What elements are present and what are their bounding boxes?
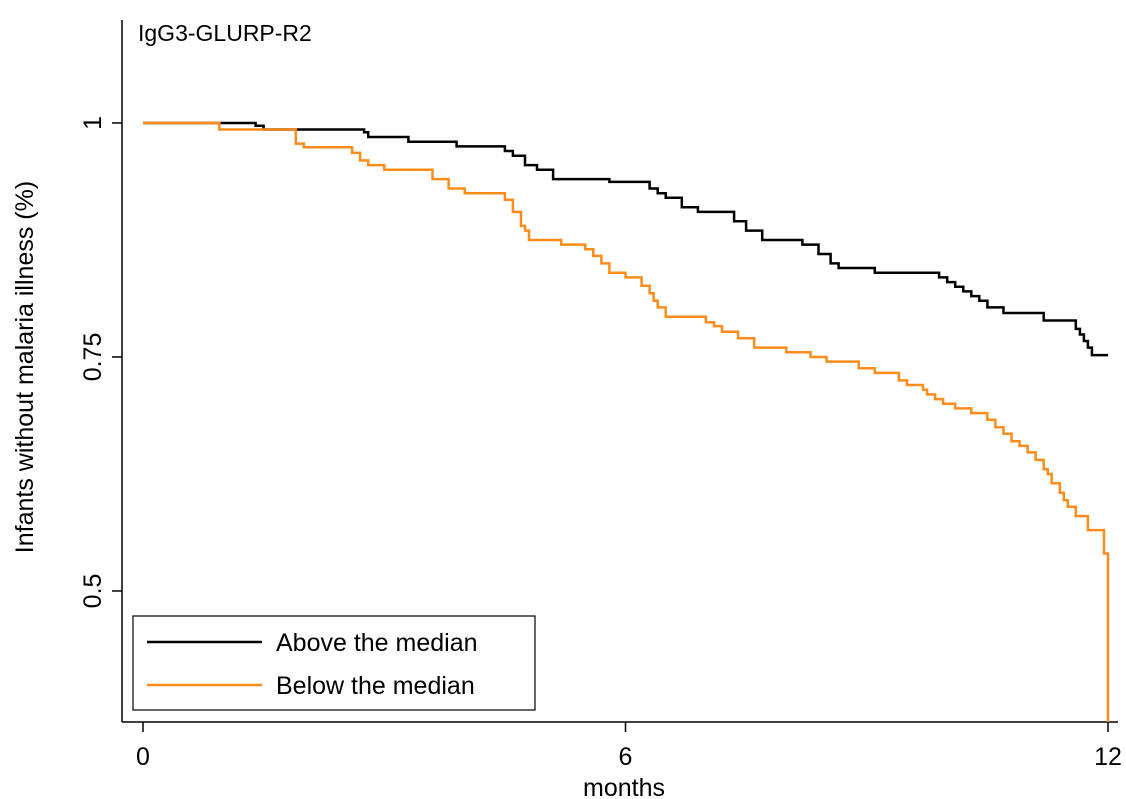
y-tick-label: 0.5 [79,574,107,609]
axes [121,20,1118,723]
legend-label-above-median: Above the median [276,629,478,657]
legend-box [132,615,536,711]
x-tick-label: 0 [136,743,150,771]
x-tick-label: 12 [1094,743,1122,771]
series-line-below-median [143,121,1110,722]
series-layer [143,121,1110,722]
x-axis-title: months [583,774,665,799]
chart-title: IgG3-GLURP-R2 [138,20,312,46]
y-tick-label: 1 [79,116,107,130]
y-tick-label: 0.75 [79,333,107,382]
legend-label-below-median: Below the median [276,672,475,700]
legend: Above the median Below the median [132,615,536,711]
series-line-above-median [143,121,1108,357]
y-axis-title: Infants without malaria illness (%) [11,181,39,553]
ticks: 0 6 12 0.5 0.75 1 [79,116,1122,771]
x-tick-label: 6 [619,743,633,771]
